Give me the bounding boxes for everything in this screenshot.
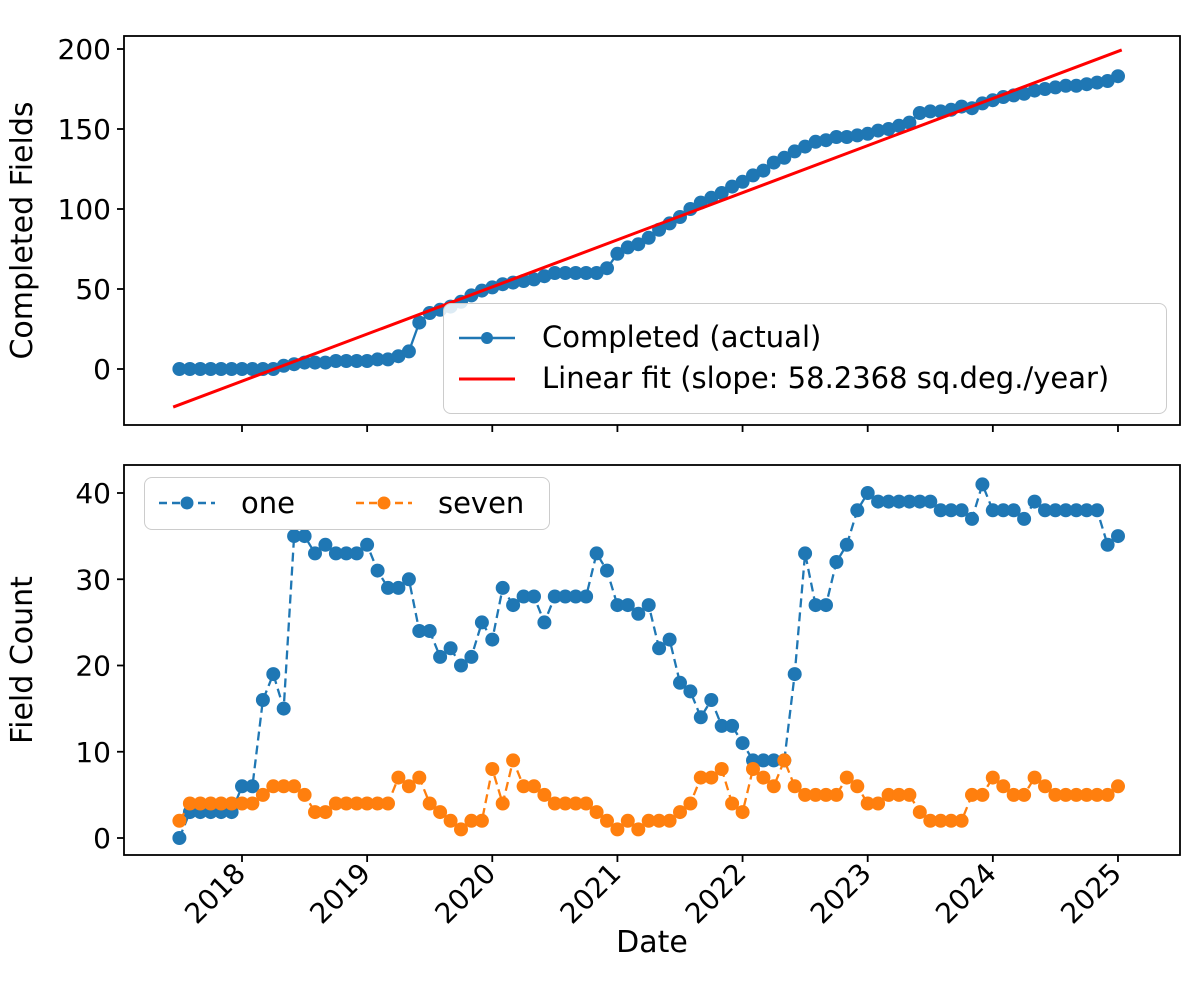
seven-series-handle-icon (355, 496, 412, 510)
bottom-chart-xtick-label-2019: 2019 (303, 857, 377, 931)
legend-row-linear-fit: Linear fit (slope: 58.2368 sq.deg./year) (458, 361, 1152, 395)
top-chart-ytick-label-0: 0 (93, 353, 111, 386)
bottom-chart-ytick-label-0: 0 (93, 822, 111, 855)
top-chart: 0 50 100 150 200 Completed Fields (5, 33, 1181, 432)
legend-label-linear-fit: Linear fit (slope: 58.2368 sq.deg./year) (542, 361, 1110, 395)
legend-label-seven: seven (437, 485, 525, 520)
bottom-chart-xtick-label-2023: 2023 (804, 857, 878, 931)
top-chart-ytick-label-200: 200 (58, 33, 111, 66)
bottom-chart-line-0 (178, 480, 1119, 839)
bottom-chart-xtick-label-2024: 2024 (929, 857, 1003, 931)
top-chart-fit-line (172, 48, 1123, 409)
legend-entry-one: one (158, 485, 295, 520)
bottom-chart-series-one (172, 477, 1125, 845)
bottom-chart-markers-1 (172, 753, 1125, 837)
top-chart-ytick-label-100: 100 (58, 193, 111, 226)
bottom-chart-y-axis: 0 10 20 30 40 (75, 477, 124, 855)
legend-row-completed: Completed (actual) (458, 320, 1152, 355)
bottom-chart-ylabel: Field Count (5, 576, 40, 744)
bottom-chart-ytick-label-30: 30 (75, 563, 111, 596)
top-chart-y-axis: 0 50 100 150 200 (58, 33, 124, 386)
bottom-chart-xtick-label-2025: 2025 (1054, 857, 1128, 931)
bottom-chart: 0 10 20 30 40 2018 2019 2020 2021 2022 2023 2024 202… (5, 464, 1181, 960)
legend-label-one: one (241, 485, 295, 520)
bottom-chart-xtick-label-2018: 2018 (178, 857, 252, 931)
bottom-chart-frame (123, 464, 1181, 856)
top-chart-frame (123, 35, 1181, 426)
bottom-chart-markers-0 (172, 477, 1125, 845)
bottom-chart-xtick-label-2020: 2020 (429, 857, 503, 931)
bottom-chart-legend: one seven (144, 477, 550, 530)
bottom-chart-xtick-label-2021: 2021 (554, 857, 628, 931)
top-chart-ytick-label-50: 50 (75, 273, 111, 306)
top-chart-ytick-label-150: 150 (58, 113, 111, 146)
bottom-chart-series-seven (172, 753, 1125, 837)
one-series-handle-icon (159, 496, 215, 510)
legend-label-completed: Completed (actual) (542, 320, 822, 355)
bottom-chart-ytick-label-40: 40 (75, 477, 111, 510)
completed-series-handle-icon (459, 332, 515, 345)
bottom-chart-ytick-label-10: 10 (75, 736, 111, 769)
linear-fit-handle-icon (459, 377, 515, 381)
bottom-chart-x-axis: 2018 2019 2020 2021 2022 2023 2024 2025 (178, 855, 1128, 930)
bottom-chart-ytick-label-20: 20 (75, 650, 111, 683)
top-chart-legend: Completed (actual) Linear fit (slope: 58… (443, 303, 1167, 414)
top-chart-x-axis (241, 425, 1119, 432)
bottom-chart-xtick-label-2022: 2022 (679, 857, 753, 931)
legend-entry-seven: seven (355, 485, 525, 520)
top-chart-ylabel: Completed Fields (5, 101, 40, 359)
bottom-chart-xlabel: Date (616, 925, 688, 960)
